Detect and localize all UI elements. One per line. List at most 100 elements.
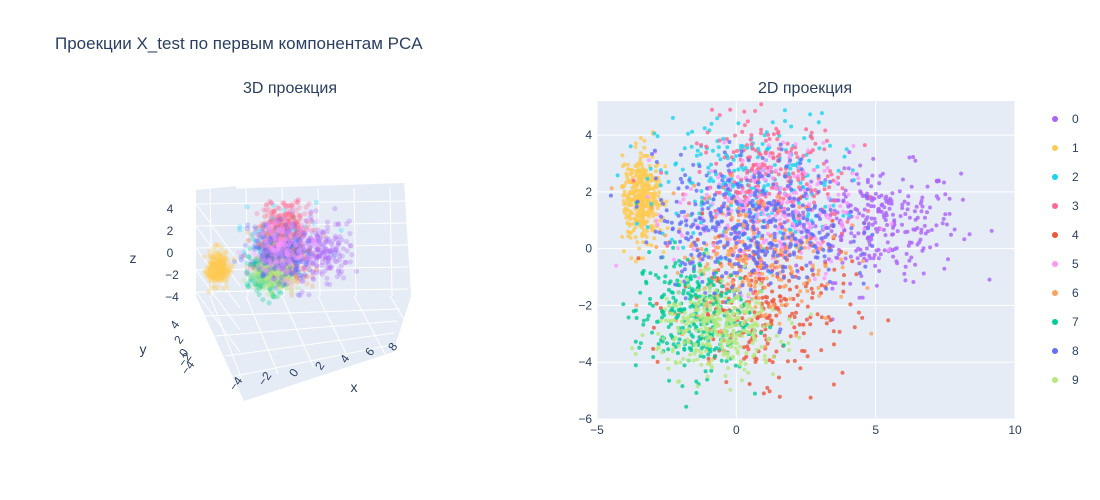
point [770,262,775,267]
point [737,364,742,369]
point [711,197,716,202]
point [757,162,761,167]
point [719,331,724,336]
point [810,221,815,225]
point [260,263,266,270]
point [258,243,264,249]
point [706,347,711,352]
point [711,227,716,232]
point [249,233,255,239]
point [761,266,766,270]
point [680,309,685,314]
point [689,313,694,318]
point [823,223,828,228]
point [748,243,753,248]
point [260,244,266,250]
point [810,136,815,141]
point [864,194,869,199]
point [923,231,928,236]
point [822,147,827,152]
point [725,257,730,262]
point [764,337,769,342]
point [694,304,699,309]
z-axis-label: z [130,250,137,266]
point [660,315,664,320]
point [825,215,830,220]
point [633,201,638,206]
point [743,207,747,212]
point [762,163,767,167]
point [696,339,701,344]
point [280,219,286,225]
point [848,203,853,208]
point [751,192,756,197]
point [684,236,688,241]
point [281,261,287,267]
point [776,146,781,151]
point [641,212,646,217]
point [640,202,645,207]
point [817,293,822,298]
point [715,301,720,306]
point [709,255,714,260]
point [753,180,758,184]
point [695,308,700,313]
subplot-title-2d: 2D проекция [757,80,853,97]
point [319,262,325,268]
point [719,256,724,261]
point [869,234,873,239]
point [738,276,743,281]
point [773,238,778,243]
point [639,195,644,200]
point [642,219,647,224]
point [691,266,696,271]
point [730,248,735,253]
point [263,260,269,266]
point [752,391,757,396]
point [652,202,657,207]
point [711,197,716,202]
point [637,345,642,350]
point [743,253,748,258]
point [726,282,730,287]
point [796,168,801,173]
point [797,205,802,210]
point [724,329,729,334]
point [721,182,726,187]
point [634,184,639,188]
point [638,190,642,195]
point [783,208,788,213]
point [641,197,646,202]
point [725,287,730,292]
point [277,229,283,236]
point [892,247,897,252]
point [283,242,289,249]
point [266,253,272,259]
point [282,226,288,232]
point [764,190,769,195]
point [703,291,708,296]
point [689,260,694,265]
point [829,248,833,253]
point [761,285,766,290]
point [758,212,763,217]
point [710,148,715,153]
point [772,354,776,359]
point [643,203,648,208]
point [811,272,816,277]
point [798,161,803,166]
point [294,279,300,285]
point [748,218,753,223]
point [726,187,731,192]
point [692,199,697,204]
point [795,215,800,220]
point [676,290,681,295]
point [839,223,844,228]
point [273,257,279,263]
point [298,253,304,259]
point [847,150,852,155]
point [326,255,332,261]
point [645,200,650,205]
point [637,192,642,197]
